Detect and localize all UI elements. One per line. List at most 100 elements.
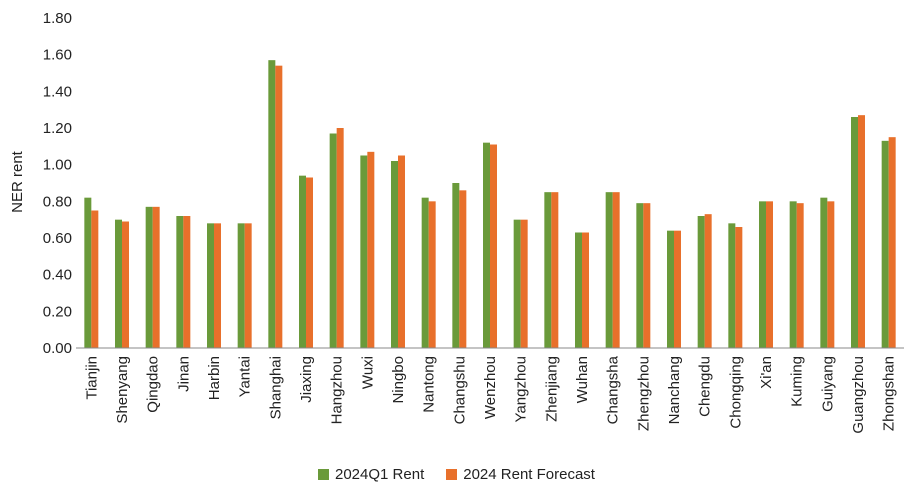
x-tick-label: Yantai bbox=[237, 356, 254, 397]
bar-series-2-yangzhou bbox=[520, 219, 528, 348]
bar-series-2-kuming bbox=[796, 203, 804, 348]
bar-series-1-changsha bbox=[605, 192, 613, 348]
x-tick-label: Nantong bbox=[421, 356, 438, 413]
x-tick-label: Chengdu bbox=[697, 356, 714, 417]
bars bbox=[84, 60, 896, 349]
bar-series-1-chongqing bbox=[728, 223, 736, 348]
bar-series-2-guiyang bbox=[827, 201, 835, 348]
bar-series-1-wenzhou bbox=[483, 142, 490, 348]
bar-series-1-zhengzhou bbox=[636, 203, 644, 348]
y-tick-label: 1.40 bbox=[43, 83, 72, 100]
y-tick-label: 1.00 bbox=[43, 157, 72, 174]
x-tick-label: Hangzhou bbox=[329, 356, 346, 424]
x-tick-label: Zhengzhou bbox=[635, 356, 652, 431]
bar-series-2-changsha bbox=[612, 192, 620, 348]
bar-series-2-nanchang bbox=[674, 230, 681, 348]
x-tick-label: Changshu bbox=[451, 356, 468, 424]
bar-series-2-qingdao bbox=[152, 206, 160, 348]
bar-series-2-hangzhou bbox=[336, 128, 344, 348]
x-axis-ticks: Tianjin Shenyang Qingdao Jinan Harbin Yantai S… bbox=[83, 355, 897, 433]
y-tick-label: 1.60 bbox=[43, 47, 72, 64]
bar-series-2-zhenjiang bbox=[551, 192, 559, 348]
y-tick-label: 0.00 bbox=[43, 340, 72, 357]
x-tick-label: Jiaxing bbox=[298, 356, 315, 403]
bar-series-1-yantai bbox=[237, 223, 245, 348]
x-tick-label: Changsha bbox=[605, 355, 622, 424]
x-tick-label: Zhenjiang bbox=[543, 356, 560, 422]
bar-series-1-chengdu bbox=[697, 216, 705, 348]
bar-series-2-nantong bbox=[428, 201, 436, 348]
legend-swatch-series-1 bbox=[318, 469, 329, 480]
bar-series-1-zhenjiang bbox=[544, 192, 552, 348]
bar-series-2-xian bbox=[766, 201, 773, 348]
legend-item-series-2: 2024 Rent Forecast bbox=[446, 466, 595, 483]
bar-series-2-harbin bbox=[214, 223, 221, 348]
y-axis-label: NER rent bbox=[9, 150, 26, 213]
x-tick-label: Harbin bbox=[206, 356, 223, 400]
bar-series-2-jinan bbox=[183, 216, 191, 348]
y-tick-label: 0.40 bbox=[43, 267, 72, 284]
x-tick-label: Wuxi bbox=[359, 356, 376, 389]
x-tick-label: Guiyang bbox=[819, 356, 836, 412]
y-tick-label: 1.80 bbox=[43, 10, 72, 27]
x-tick-label: Nanchang bbox=[666, 356, 683, 424]
x-tick-label: Guangzhou bbox=[850, 356, 867, 434]
bar-series-1-shenyang bbox=[115, 219, 122, 348]
bar-series-1-hangzhou bbox=[329, 133, 337, 348]
bar-series-2-zhengzhou bbox=[643, 203, 651, 348]
bar-series-1-changshu bbox=[452, 183, 460, 348]
x-tick-label: Xi'an bbox=[758, 356, 775, 389]
bar-series-1-nantong bbox=[421, 197, 429, 348]
bar-series-1-jiaxing bbox=[299, 175, 306, 348]
y-tick-label: 1.20 bbox=[43, 120, 72, 137]
bar-series-1-jinan bbox=[176, 216, 184, 348]
bar-series-1-wuhan bbox=[575, 232, 582, 348]
bar-series-1-ningbo bbox=[391, 161, 398, 348]
legend-label-series-2: 2024 Rent Forecast bbox=[463, 466, 595, 483]
y-tick-label: 0.60 bbox=[43, 230, 72, 247]
bar-series-2-shenyang bbox=[122, 221, 129, 348]
y-axis-ticks: 0.00 0.20 0.40 0.60 0.80 1.00 1.20 1.40 1.60 1.80 bbox=[43, 10, 72, 357]
x-tick-label: Shanghai bbox=[267, 356, 284, 419]
x-tick-label: Yangzhou bbox=[513, 356, 530, 422]
bar-series-2-yantai bbox=[244, 223, 252, 348]
bar-series-1-qingdao bbox=[145, 206, 153, 348]
bar-series-2-wuxi bbox=[367, 151, 375, 348]
bar-series-2-wenzhou bbox=[490, 144, 497, 348]
bar-series-2-jiaxing bbox=[306, 177, 313, 348]
x-tick-label: Wenzhou bbox=[482, 356, 499, 419]
bar-series-1-zhongshan bbox=[881, 140, 889, 348]
bar-series-2-tianjin bbox=[91, 210, 99, 348]
legend-swatch-series-2 bbox=[446, 469, 458, 480]
bar-series-1-kuming bbox=[789, 201, 797, 348]
legend-item-series-1: 2024Q1 Rent bbox=[318, 466, 424, 483]
bar-series-1-yangzhou bbox=[513, 219, 521, 348]
bar-series-1-nanchang bbox=[667, 230, 674, 348]
bar-series-2-shanghai bbox=[275, 65, 283, 349]
bar-series-1-guangzhou bbox=[851, 117, 858, 348]
bar-series-2-chongqing bbox=[735, 227, 743, 348]
x-tick-label: Zhongshan bbox=[881, 356, 898, 431]
x-tick-label: Shenyang bbox=[114, 356, 131, 424]
bar-series-1-tianjin bbox=[84, 197, 92, 348]
y-tick-label: 0.20 bbox=[43, 303, 72, 320]
x-tick-label: Wuhan bbox=[574, 356, 591, 403]
legend: 2024Q1 Rent 2024 Rent Forecast bbox=[0, 466, 913, 483]
bar-series-1-harbin bbox=[207, 223, 214, 348]
legend-label-series-1: 2024Q1 Rent bbox=[335, 466, 425, 483]
bar-series-2-zhongshan bbox=[888, 137, 896, 348]
x-tick-label: Jinan bbox=[175, 356, 192, 392]
bar-series-1-wuxi bbox=[360, 155, 368, 348]
bar-series-1-shanghai bbox=[268, 60, 276, 349]
bar-series-2-ningbo bbox=[398, 155, 405, 348]
x-tick-label: Kuming bbox=[789, 356, 806, 407]
bar-series-2-wuhan bbox=[582, 232, 589, 348]
x-tick-label: Tianjin bbox=[83, 356, 100, 400]
x-tick-label: Ningbo bbox=[390, 356, 407, 404]
y-tick-label: 0.80 bbox=[43, 193, 72, 210]
x-tick-label: Qingdao bbox=[145, 356, 162, 413]
x-tick-label: Chongqing bbox=[727, 356, 744, 429]
bar-series-2-changshu bbox=[459, 190, 467, 348]
bar-series-2-guangzhou bbox=[858, 115, 865, 349]
